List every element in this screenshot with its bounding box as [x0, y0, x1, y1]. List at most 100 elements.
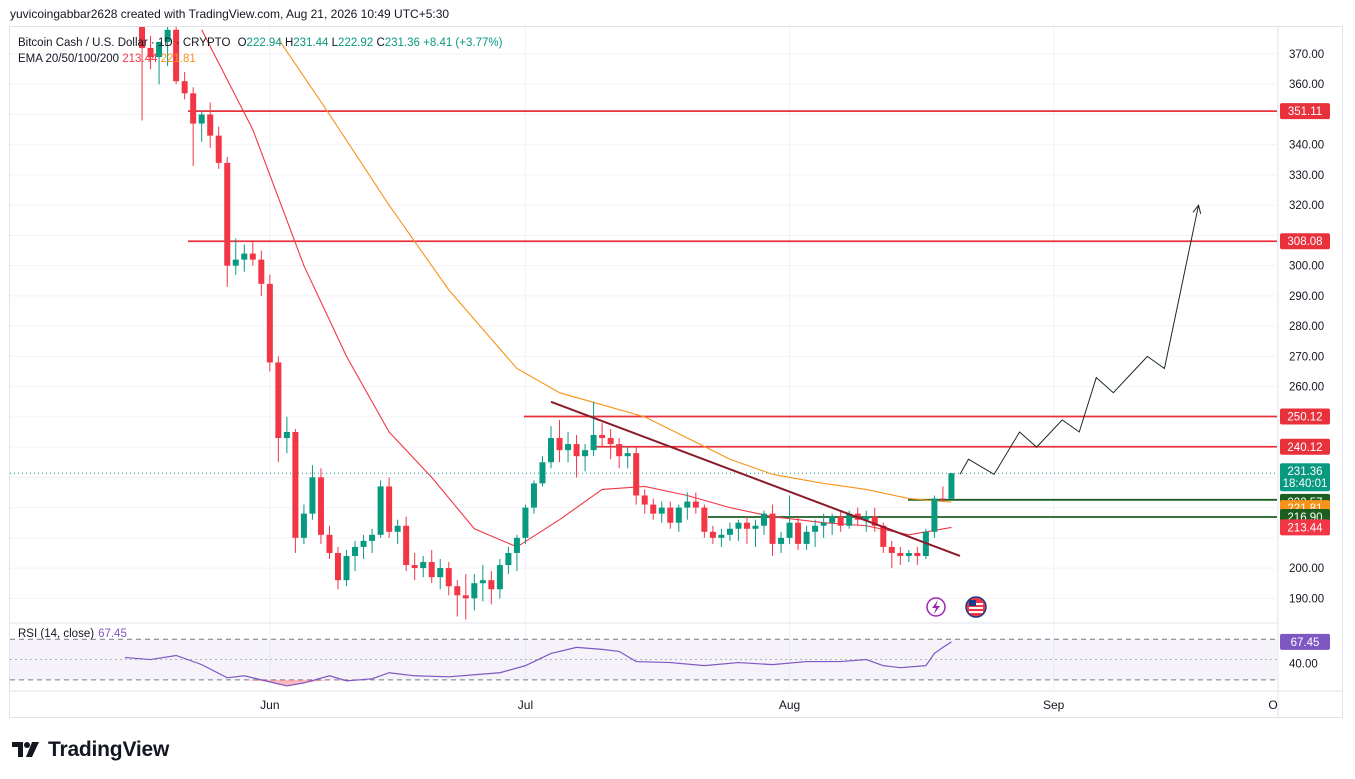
rsi-label-box	[1280, 633, 1330, 650]
high-label: H	[284, 37, 294, 49]
candle	[761, 510, 767, 535]
candle	[479, 565, 486, 602]
candle	[258, 250, 265, 296]
candle	[300, 504, 307, 544]
price-label-countdown: 18:40:01	[1283, 478, 1328, 490]
candle	[445, 562, 452, 596]
candle-body	[565, 444, 572, 451]
ema-label[interactable]: EMA 20/50/100/200	[18, 53, 120, 65]
candle-body	[616, 444, 623, 457]
candle	[462, 574, 469, 620]
price-label-box	[1280, 519, 1330, 536]
candle	[590, 401, 597, 457]
y-tick-label: 200.00	[1289, 563, 1324, 575]
candle-body	[164, 29, 171, 42]
candle	[667, 501, 674, 529]
candle-body	[778, 537, 785, 544]
candle	[624, 447, 631, 469]
price-label: 308.08	[1280, 233, 1330, 250]
candle-body	[428, 562, 435, 578]
candle-body	[905, 552, 912, 556]
candle	[411, 552, 418, 581]
candle-body	[752, 525, 759, 529]
candle-body	[931, 498, 938, 532]
candle-body	[309, 477, 316, 514]
candle-body	[462, 595, 469, 599]
candle	[948, 473, 955, 499]
candle-body	[888, 546, 895, 553]
ema-row: EMA 20/50/100/200 213.44 221.81	[18, 51, 502, 67]
x-tick-label: O	[1268, 698, 1277, 712]
candle-body	[386, 486, 393, 532]
candle	[684, 492, 691, 520]
candle	[190, 87, 197, 166]
candle-body	[599, 435, 606, 439]
symbol-title[interactable]: Bitcoin Cash / U.S. Dollar · 1D · CRYPTO	[18, 37, 231, 49]
y-tick-label: 340.00	[1289, 140, 1324, 152]
candle-body	[454, 586, 461, 596]
us-flag-icon[interactable]	[965, 596, 987, 618]
price-label-text: 308.08	[1287, 236, 1322, 248]
rsi-value: 67.45	[98, 628, 127, 640]
high-value: 231.44	[293, 37, 329, 49]
price-label-box	[1280, 438, 1330, 455]
ohlc-row: Bitcoin Cash / U.S. Dollar · 1D · CRYPTO…	[18, 35, 502, 51]
x-tick-label: Jun	[260, 698, 279, 712]
candle-body	[394, 525, 401, 532]
y-tick-label: 330.00	[1289, 170, 1324, 182]
y-tick-label: 290.00	[1289, 291, 1324, 303]
candle-body	[173, 29, 180, 82]
candle-body	[590, 435, 597, 451]
candle-body	[232, 259, 239, 266]
y-tick-label: 270.00	[1289, 351, 1324, 363]
candle	[309, 465, 316, 520]
candle-body	[735, 522, 742, 529]
projection-path	[959, 205, 1200, 476]
chart-frame	[9, 26, 1343, 718]
candle	[147, 35, 154, 70]
candle	[786, 495, 793, 544]
low-label: L	[331, 37, 339, 49]
y-tick-label: 300.00	[1289, 261, 1324, 273]
candle	[420, 555, 427, 578]
price-label-box	[1280, 463, 1330, 492]
candle	[701, 504, 708, 538]
candle-body	[258, 259, 265, 284]
candle-body	[488, 580, 495, 590]
rsi-label[interactable]: RSI (14, close)	[18, 628, 95, 640]
candle	[496, 559, 503, 599]
candle-body	[743, 522, 750, 529]
candle	[530, 480, 537, 514]
candle-body	[641, 495, 648, 505]
candle	[829, 513, 836, 535]
y-tick-label: 320.00	[1289, 200, 1324, 212]
candle-body	[658, 507, 665, 514]
price-label-text: 213.44	[1287, 522, 1323, 534]
candle-body	[795, 522, 802, 544]
candle-body	[650, 504, 657, 514]
price-label-text: 250.12	[1287, 412, 1322, 424]
candle-body	[249, 253, 256, 260]
candle-body	[556, 438, 563, 451]
open-label: O	[237, 37, 247, 49]
candle	[905, 549, 912, 563]
rsi-label-text: 67.45	[1291, 637, 1320, 649]
tradingview-logo[interactable]: TradingView	[12, 738, 169, 762]
candle-body	[914, 552, 921, 556]
candle	[888, 540, 895, 569]
candle	[488, 571, 495, 605]
rsi-y-tick-label: 40.00	[1289, 659, 1318, 671]
candle	[573, 435, 580, 478]
candle	[837, 510, 844, 532]
x-tick-label: Aug	[779, 698, 800, 712]
candle	[403, 516, 410, 572]
candle	[897, 546, 904, 566]
candle-body	[505, 552, 512, 566]
candle-body	[513, 537, 520, 553]
candle	[539, 456, 546, 487]
candle	[871, 507, 878, 532]
candle-body	[718, 534, 725, 538]
rsi-legend: RSI (14, close) 67.45	[18, 628, 127, 640]
events-icon[interactable]	[926, 597, 946, 617]
